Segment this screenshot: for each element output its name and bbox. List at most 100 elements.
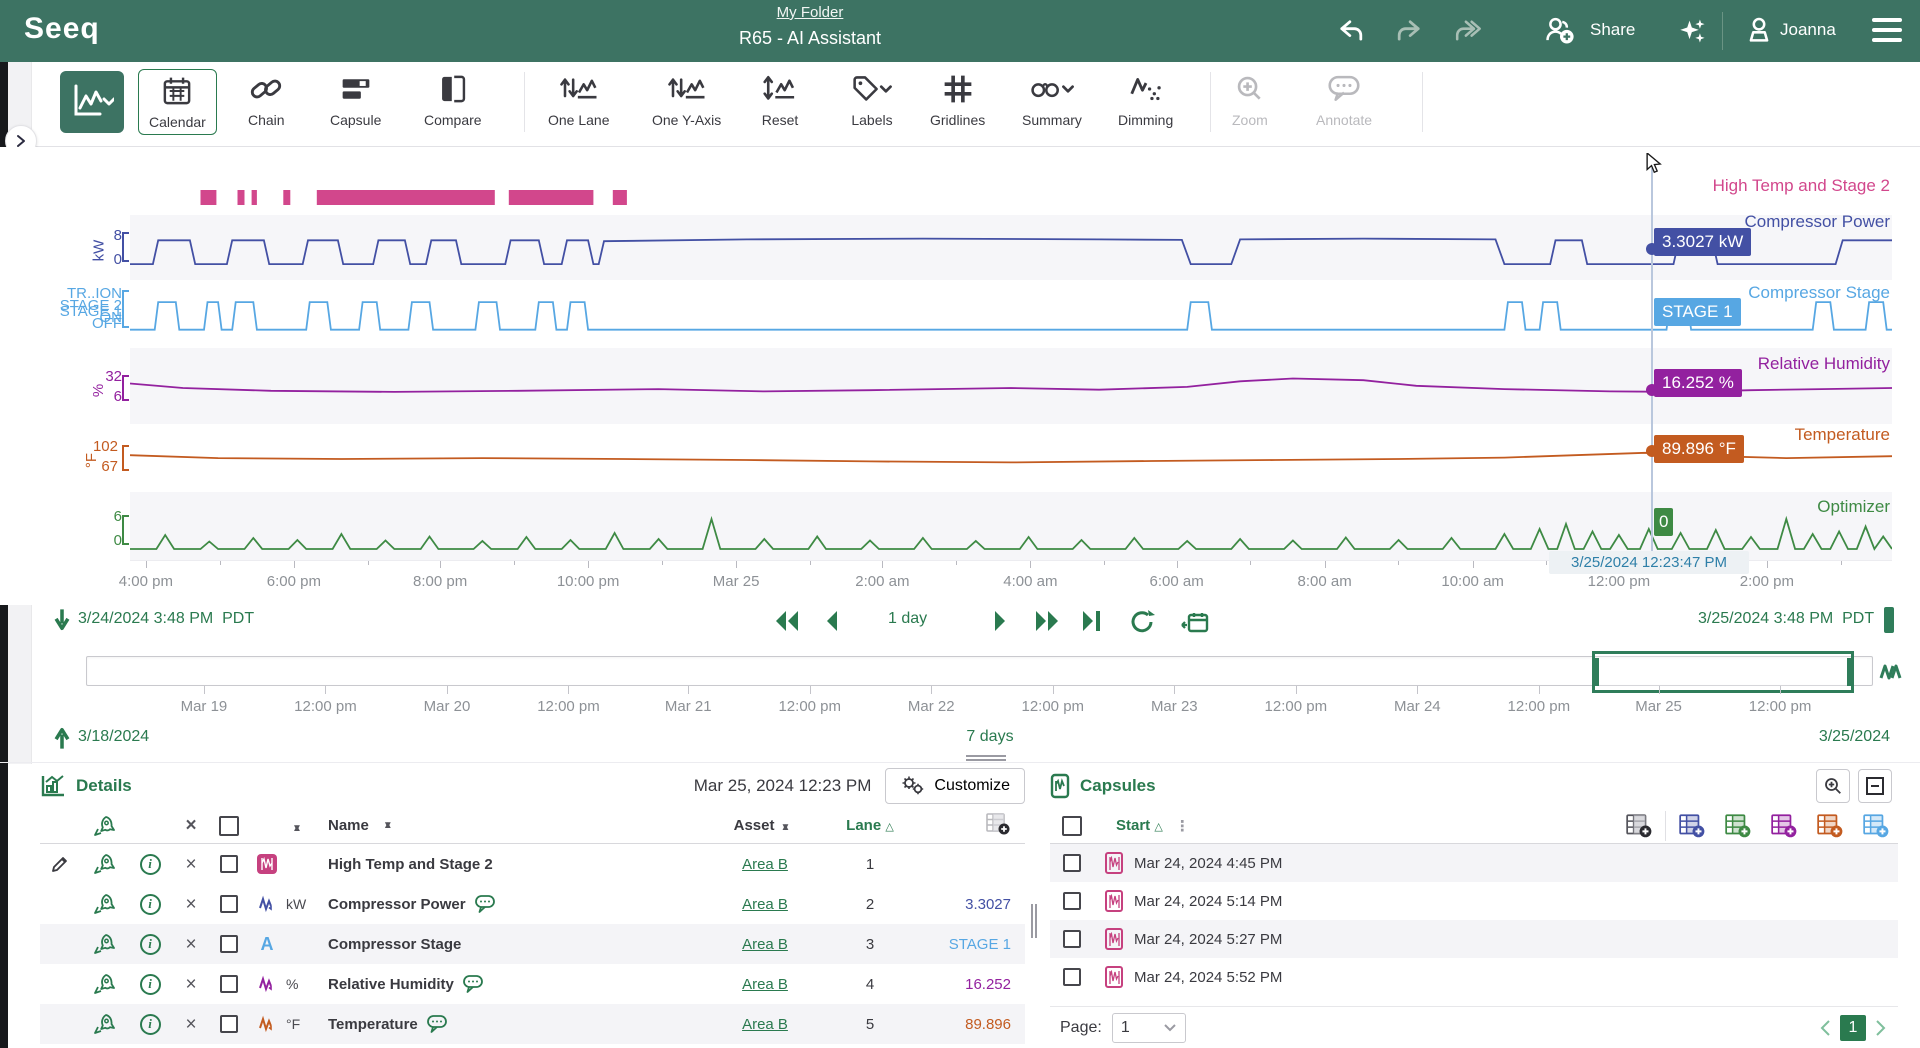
add-stage-column-icon[interactable] (1862, 813, 1890, 839)
asset-swap-icon[interactable] (80, 933, 128, 955)
series-temperature[interactable] (130, 451, 1892, 464)
item-name[interactable]: Compressor Stage (328, 935, 462, 953)
item-checkbox[interactable] (220, 895, 238, 913)
series-compressor-stage[interactable] (130, 301, 1892, 331)
lane-scroll-handle[interactable] (1884, 607, 1894, 633)
toolbar-one-lane-button[interactable]: One Lane (548, 68, 610, 138)
column-start[interactable]: Start △ (1116, 817, 1163, 834)
column-menu-icon[interactable]: ⋮ (1174, 817, 1191, 835)
step-back-button[interactable] (822, 609, 840, 633)
item-name[interactable]: Compressor Power (328, 895, 466, 913)
remove-item-icon[interactable]: × (185, 853, 197, 875)
item-info-icon[interactable]: i (139, 973, 161, 995)
auto-update-button[interactable] (1128, 609, 1156, 635)
range-end[interactable]: 3/25/2024 3:48 PM PDT (1698, 610, 1875, 627)
capsule-bar[interactable] (200, 190, 217, 205)
asset-swap-icon[interactable] (80, 973, 128, 995)
item-info-icon[interactable]: i (139, 933, 161, 955)
capsules-zoom-button[interactable] (1816, 769, 1850, 803)
edit-pencil-icon[interactable] (40, 854, 80, 874)
toolbar-labels-button[interactable]: Labels (850, 68, 894, 138)
item-name[interactable]: Temperature (328, 1015, 418, 1033)
step-forward-much-button[interactable] (1030, 609, 1062, 633)
remove-item-icon[interactable]: × (185, 893, 197, 915)
seeq-logo[interactable]: Seeq (24, 12, 100, 45)
comment-icon[interactable] (474, 894, 496, 914)
timeline-track[interactable] (86, 651, 1873, 693)
current-page[interactable]: 1 (1840, 1014, 1866, 1041)
asset-swap-icon[interactable] (80, 893, 128, 915)
legend-high-temp-and-stage-2[interactable]: High Temp and Stage 2 (1712, 176, 1890, 195)
capsule-checkbox[interactable] (1063, 930, 1081, 948)
remove-item-icon[interactable]: × (185, 933, 197, 955)
capsule-row[interactable]: Mar 24, 2024 5:52 PM (1050, 958, 1898, 996)
item-name[interactable]: Relative Humidity (328, 975, 454, 993)
column-asset[interactable]: Asset ▲ ▼ (733, 817, 791, 834)
toolbar-chain-button[interactable]: Chain (248, 68, 285, 138)
select-all-capsules-checkbox[interactable] (1062, 815, 1082, 836)
item-checkbox[interactable] (220, 855, 238, 873)
capsule-row[interactable]: Mar 24, 2024 4:45 PM (1050, 844, 1898, 882)
capsules-collapse-button[interactable] (1858, 769, 1892, 803)
asset-link[interactable]: Area B (742, 935, 788, 953)
toolbar-dimming-button[interactable]: Dimming (1118, 68, 1173, 138)
prev-page-icon[interactable] (1818, 1019, 1832, 1037)
page-size-select[interactable]: 1 (1111, 1012, 1186, 1043)
item-checkbox[interactable] (220, 935, 238, 953)
remove-item-icon[interactable]: × (185, 1013, 197, 1035)
range-start[interactable]: 3/24/2024 3:48 PM PDT (78, 610, 255, 627)
range-duration[interactable]: 1 day (888, 610, 928, 627)
investigate-range-button[interactable] (1180, 609, 1210, 637)
step-forward-button[interactable] (992, 609, 1010, 633)
asset-link[interactable]: Area B (742, 895, 788, 913)
investigate-start-date[interactable]: 3/18/2024 (78, 728, 150, 745)
capsule-row[interactable]: Mar 24, 2024 5:14 PM (1050, 882, 1898, 920)
details-row[interactable]: i × % Relative Humidity Area B 4 16.252 (40, 964, 1025, 1004)
select-all-checkbox[interactable] (219, 815, 239, 836)
next-page-icon[interactable] (1874, 1019, 1888, 1037)
capsule-bar[interactable] (612, 190, 627, 205)
asset-swap-icon[interactable] (80, 853, 128, 875)
details-row[interactable]: i × A Compressor Stage Area B 3 STAGE 1 (40, 924, 1025, 964)
item-checkbox[interactable] (220, 1015, 238, 1033)
legend-relative-humidity[interactable]: Relative Humidity (1757, 354, 1890, 373)
asset-swap-icon[interactable] (80, 1013, 128, 1035)
capsule-checkbox[interactable] (1063, 892, 1081, 910)
horizontal-resize-handle[interactable] (966, 753, 1006, 762)
redo-icon[interactable] (1394, 16, 1424, 46)
details-row[interactable]: i × °F Temperature Area B 5 89.896 (40, 1004, 1025, 1044)
capsule-bar[interactable] (283, 190, 291, 205)
series-compressor-power[interactable] (130, 237, 1892, 265)
user-icon[interactable] (1744, 15, 1774, 45)
item-info-icon[interactable]: i (139, 1013, 161, 1035)
range-start-arrow-icon[interactable] (52, 607, 72, 633)
series-optimizer[interactable] (130, 515, 1892, 551)
toolbar-calendar-button[interactable]: Calendar (138, 69, 217, 135)
capsule-checkbox[interactable] (1063, 968, 1081, 986)
selection-right-handle[interactable] (1847, 658, 1853, 686)
capsule-checkbox[interactable] (1063, 854, 1081, 872)
details-row[interactable]: i × kW Compressor Power Area B 2 3.3027 (40, 884, 1025, 924)
toolbar-one-y-axis-button[interactable]: One Y-Axis (652, 68, 721, 138)
share-icon[interactable] (1543, 14, 1574, 44)
legend-optimizer[interactable]: Optimizer (1817, 497, 1890, 516)
user-name[interactable]: Joanna (1780, 20, 1836, 39)
details-row[interactable]: i × High Temp and Stage 2 Area B 1 (40, 844, 1025, 884)
add-stats-column-icon[interactable] (1625, 813, 1653, 839)
trend-chart[interactable]: kW 8 0 TR..ION STAGE 2 STAGE 1 ON OFF % … (0, 147, 1920, 605)
add-optimizer-column-icon[interactable] (1724, 813, 1752, 839)
hamburger-menu-icon[interactable] (1872, 18, 1902, 48)
column-lane[interactable]: Lane △ (846, 817, 894, 834)
toolbar-zoom-button[interactable]: Zoom (1232, 68, 1268, 138)
toolbar-capsule-button[interactable]: Capsule (330, 68, 381, 138)
capsule-bar[interactable] (237, 190, 245, 205)
investigate-duration[interactable]: 7 days (966, 728, 1014, 745)
legend-compressor-power[interactable]: Compressor Power (1744, 212, 1891, 231)
add-column-icon[interactable] (915, 812, 1025, 840)
view-selector-button[interactable] (60, 71, 124, 133)
redo-all-icon[interactable] (1452, 16, 1482, 46)
capsule-bar[interactable] (508, 190, 594, 205)
breadcrumb[interactable]: My Folder (776, 4, 844, 21)
investigate-end-date[interactable]: 3/25/2024 (1818, 728, 1890, 745)
remove-item-icon[interactable]: × (185, 973, 197, 995)
